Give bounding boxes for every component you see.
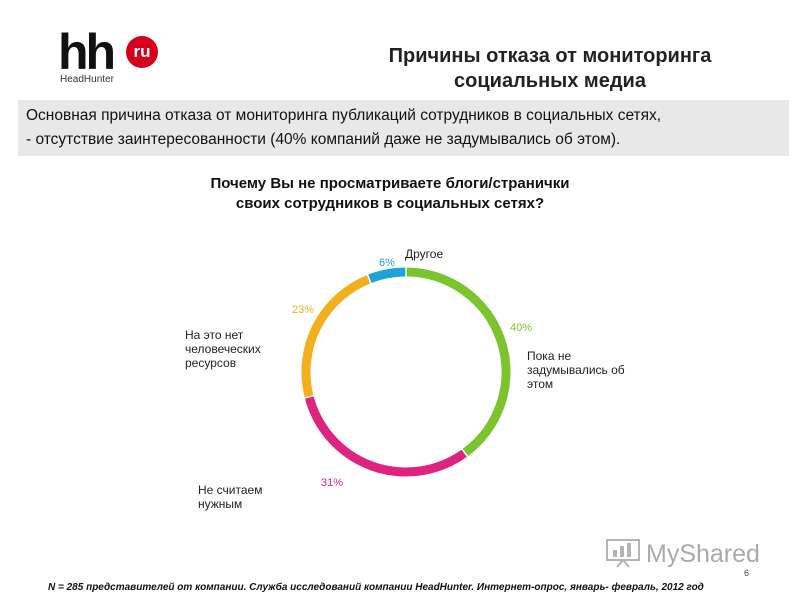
watermark-text: MyShared <box>646 540 760 568</box>
summary-box: Основная причина отказа от мониторинга п… <box>18 100 789 156</box>
page-number: 6 <box>744 568 750 578</box>
summary-line-2: - отсутствие заинтересованности (40% ком… <box>26 131 621 148</box>
slice-value-label: 40% <box>510 322 532 334</box>
chart-question-line-1: Почему Вы не просматриваете блоги/страни… <box>210 175 570 192</box>
slice-value-label: 23% <box>292 304 314 316</box>
headhunter-logo: hh ru HeadHunter <box>58 24 168 90</box>
logo-wordmark: hh <box>58 24 116 80</box>
slice-separator <box>366 273 372 285</box>
slice-category-label: Пока не <box>527 349 571 363</box>
slice-category-label: человеческих <box>185 342 261 356</box>
ring-slice <box>304 395 468 477</box>
slice-category-label: задумывались об <box>527 363 625 377</box>
chart-question: Почему Вы не просматриваете блоги/страни… <box>150 174 630 214</box>
myshared-watermark: MyShared <box>606 536 766 576</box>
slide-title: Причины отказа от мониторинга социальных… <box>330 44 770 94</box>
slice-category-label: нужным <box>198 497 242 511</box>
summary-line-1: Основная причина отказа от мониторинга п… <box>26 107 662 124</box>
slice-separator <box>460 448 469 458</box>
slice-category-label: На это нет <box>185 328 244 342</box>
slice-value-label: 6% <box>379 257 395 269</box>
slice-category-label: Не считаем <box>198 483 262 497</box>
slice-category-label: ресурсов <box>185 356 236 370</box>
ring-slice <box>405 267 511 457</box>
ring-slice <box>301 274 371 398</box>
slide-title-line-2: социальных медиа <box>454 70 646 92</box>
presentation-board-icon <box>606 539 640 568</box>
ring-slice <box>367 267 407 284</box>
slice-value-label: 31% <box>321 477 343 489</box>
logo-ru-badge: ru <box>126 36 158 68</box>
chart-question-line-2: своих сотрудников в социальных сетях? <box>235 195 545 212</box>
slide-title-line-1: Причины отказа от мониторинга <box>388 45 712 67</box>
slice-separator <box>303 394 315 399</box>
slice-category-label: этом <box>527 377 553 391</box>
footnote: N = 285 представителей от компании. Служ… <box>48 582 704 593</box>
slice-category-label: Другое <box>405 247 443 261</box>
logo-subtitle: HeadHunter <box>60 74 114 85</box>
